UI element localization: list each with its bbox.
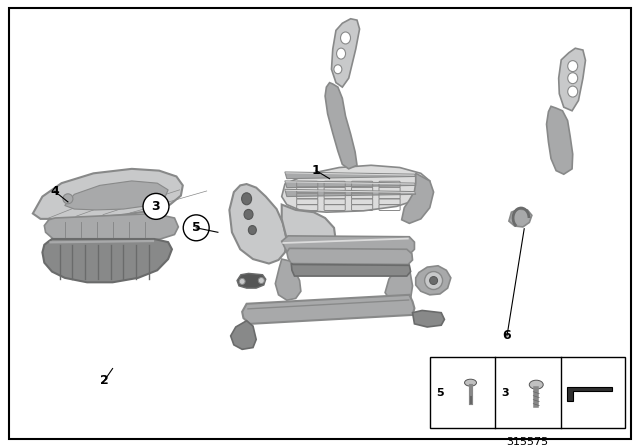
Polygon shape: [402, 173, 433, 224]
Polygon shape: [332, 19, 360, 87]
Polygon shape: [385, 254, 413, 303]
Ellipse shape: [568, 60, 578, 72]
Text: 2: 2: [100, 374, 109, 387]
FancyBboxPatch shape: [9, 8, 631, 439]
Polygon shape: [559, 48, 586, 111]
Text: 3: 3: [502, 388, 509, 398]
Polygon shape: [282, 237, 409, 244]
Circle shape: [259, 278, 264, 284]
Polygon shape: [282, 165, 430, 212]
Polygon shape: [567, 387, 612, 401]
Text: 315575: 315575: [506, 437, 548, 447]
Circle shape: [429, 276, 438, 284]
Circle shape: [63, 194, 73, 204]
Text: 6: 6: [502, 329, 511, 342]
Polygon shape: [247, 299, 410, 310]
Circle shape: [143, 194, 169, 220]
Polygon shape: [509, 209, 532, 227]
Polygon shape: [282, 205, 336, 255]
Polygon shape: [416, 266, 451, 295]
Ellipse shape: [248, 225, 257, 235]
Ellipse shape: [568, 86, 578, 97]
Polygon shape: [285, 172, 415, 176]
Circle shape: [424, 271, 443, 289]
Text: 1: 1: [312, 164, 321, 177]
Polygon shape: [237, 273, 266, 288]
Text: 5: 5: [436, 388, 444, 398]
Polygon shape: [285, 190, 416, 197]
Polygon shape: [413, 310, 444, 327]
Text: 3: 3: [152, 200, 160, 213]
Ellipse shape: [340, 32, 351, 44]
Polygon shape: [287, 248, 413, 264]
Text: 4: 4: [50, 185, 59, 198]
Ellipse shape: [465, 379, 477, 386]
Circle shape: [239, 279, 245, 284]
Text: 5: 5: [192, 221, 200, 234]
FancyBboxPatch shape: [430, 358, 625, 428]
Polygon shape: [547, 106, 573, 174]
Polygon shape: [291, 263, 411, 276]
Polygon shape: [325, 82, 357, 169]
Ellipse shape: [244, 209, 253, 220]
Polygon shape: [42, 239, 172, 282]
Polygon shape: [49, 240, 154, 243]
Polygon shape: [44, 214, 179, 242]
Polygon shape: [285, 181, 415, 185]
Polygon shape: [275, 259, 301, 300]
Polygon shape: [285, 172, 416, 179]
Polygon shape: [285, 181, 416, 188]
Polygon shape: [285, 190, 415, 193]
Ellipse shape: [334, 65, 342, 74]
Ellipse shape: [337, 48, 346, 59]
Polygon shape: [230, 321, 256, 349]
Ellipse shape: [529, 380, 543, 389]
Polygon shape: [229, 184, 287, 263]
Circle shape: [183, 215, 209, 241]
Ellipse shape: [568, 73, 578, 84]
Polygon shape: [282, 236, 415, 254]
Polygon shape: [33, 169, 183, 219]
Polygon shape: [242, 295, 415, 324]
Polygon shape: [65, 181, 168, 210]
Ellipse shape: [242, 193, 252, 205]
